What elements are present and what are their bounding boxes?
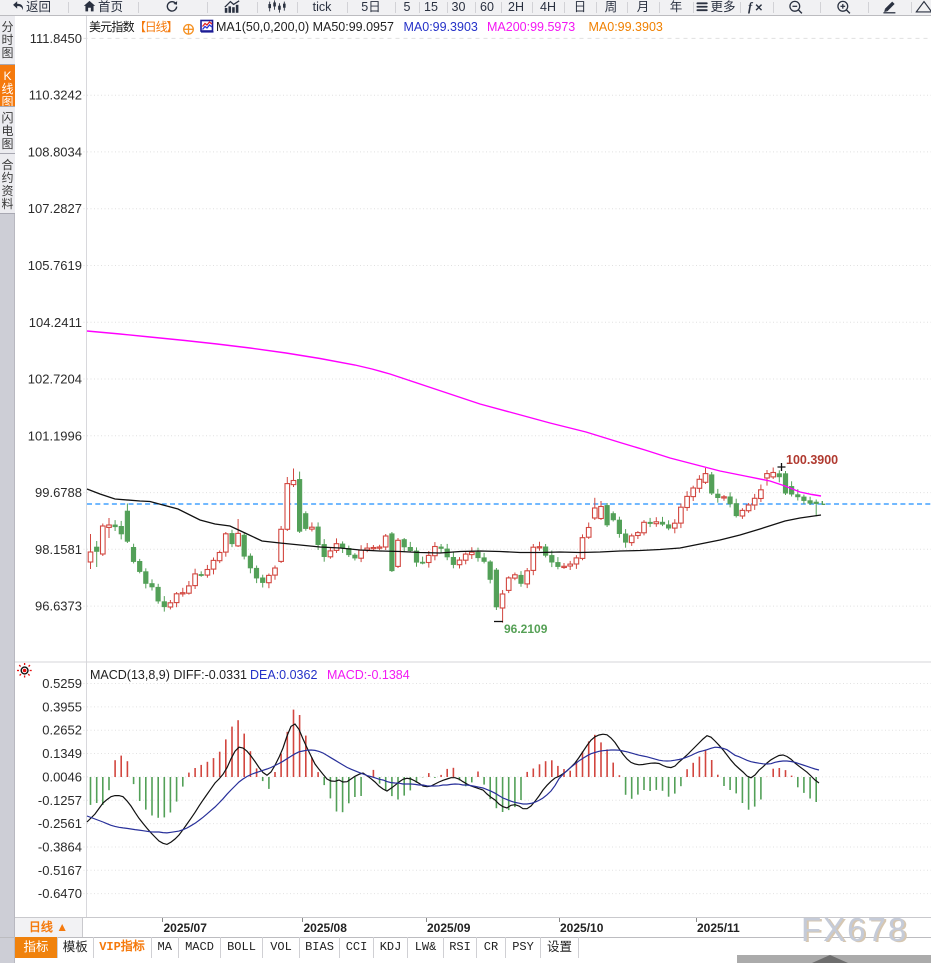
svg-text:96.2109: 96.2109 <box>504 622 548 636</box>
svg-text:MA200:99.5973: MA200:99.5973 <box>487 20 575 34</box>
svg-text:100.3900: 100.3900 <box>786 453 838 467</box>
svg-text:102.7204: 102.7204 <box>28 372 82 387</box>
svg-text:107.2827: 107.2827 <box>28 201 82 216</box>
svg-text:MA0:99.3903: MA0:99.3903 <box>589 20 663 34</box>
svg-text:MACD(13,8,9) DIFF:-0.0331: MACD(13,8,9) DIFF:-0.0331 <box>90 668 247 682</box>
svg-text:0.1349: 0.1349 <box>42 746 82 761</box>
svg-text:MA1(50,0,200,0) MA50:99.0957: MA1(50,0,200,0) MA50:99.0957 <box>216 20 394 34</box>
svg-text:【日线】: 【日线】 <box>134 20 177 34</box>
svg-text:-0.5167: -0.5167 <box>38 863 82 878</box>
svg-text:MA0:99.3903: MA0:99.3903 <box>404 20 478 34</box>
svg-text:110.3242: 110.3242 <box>29 88 82 103</box>
svg-text:105.7619: 105.7619 <box>28 258 82 273</box>
svg-text:0.3955: 0.3955 <box>42 699 82 714</box>
svg-text:108.8034: 108.8034 <box>28 144 82 159</box>
svg-text:✕: ✕ <box>755 3 763 13</box>
svg-text:f: f <box>748 0 754 13</box>
svg-text:MACD:-0.1384: MACD:-0.1384 <box>327 668 410 682</box>
svg-text:96.6373: 96.6373 <box>35 599 82 614</box>
svg-text:0.0046: 0.0046 <box>42 769 82 784</box>
svg-text:0.5259: 0.5259 <box>42 676 82 691</box>
svg-text:-0.6470: -0.6470 <box>38 886 82 901</box>
svg-text:111.8450: 111.8450 <box>30 31 82 46</box>
svg-text:98.1581: 98.1581 <box>35 542 82 557</box>
svg-text:0.2652: 0.2652 <box>42 723 82 738</box>
svg-text:99.6788: 99.6788 <box>35 485 82 500</box>
svg-text:DEA:0.0362: DEA:0.0362 <box>250 668 317 682</box>
svg-text:美元指数: 美元指数 <box>89 19 135 34</box>
svg-text:-0.3864: -0.3864 <box>38 840 82 855</box>
svg-text:104.2411: 104.2411 <box>29 315 82 330</box>
svg-text:101.1996: 101.1996 <box>28 428 82 443</box>
svg-text:-0.1257: -0.1257 <box>38 793 82 808</box>
svg-text:-0.2561: -0.2561 <box>38 816 82 831</box>
